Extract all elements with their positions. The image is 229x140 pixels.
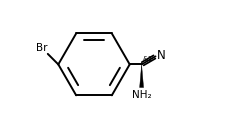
Polygon shape [139,65,143,88]
Text: Br: Br [35,43,47,53]
Text: &1: &1 [142,56,153,62]
Text: NH₂: NH₂ [131,90,151,100]
Text: N: N [157,49,165,62]
